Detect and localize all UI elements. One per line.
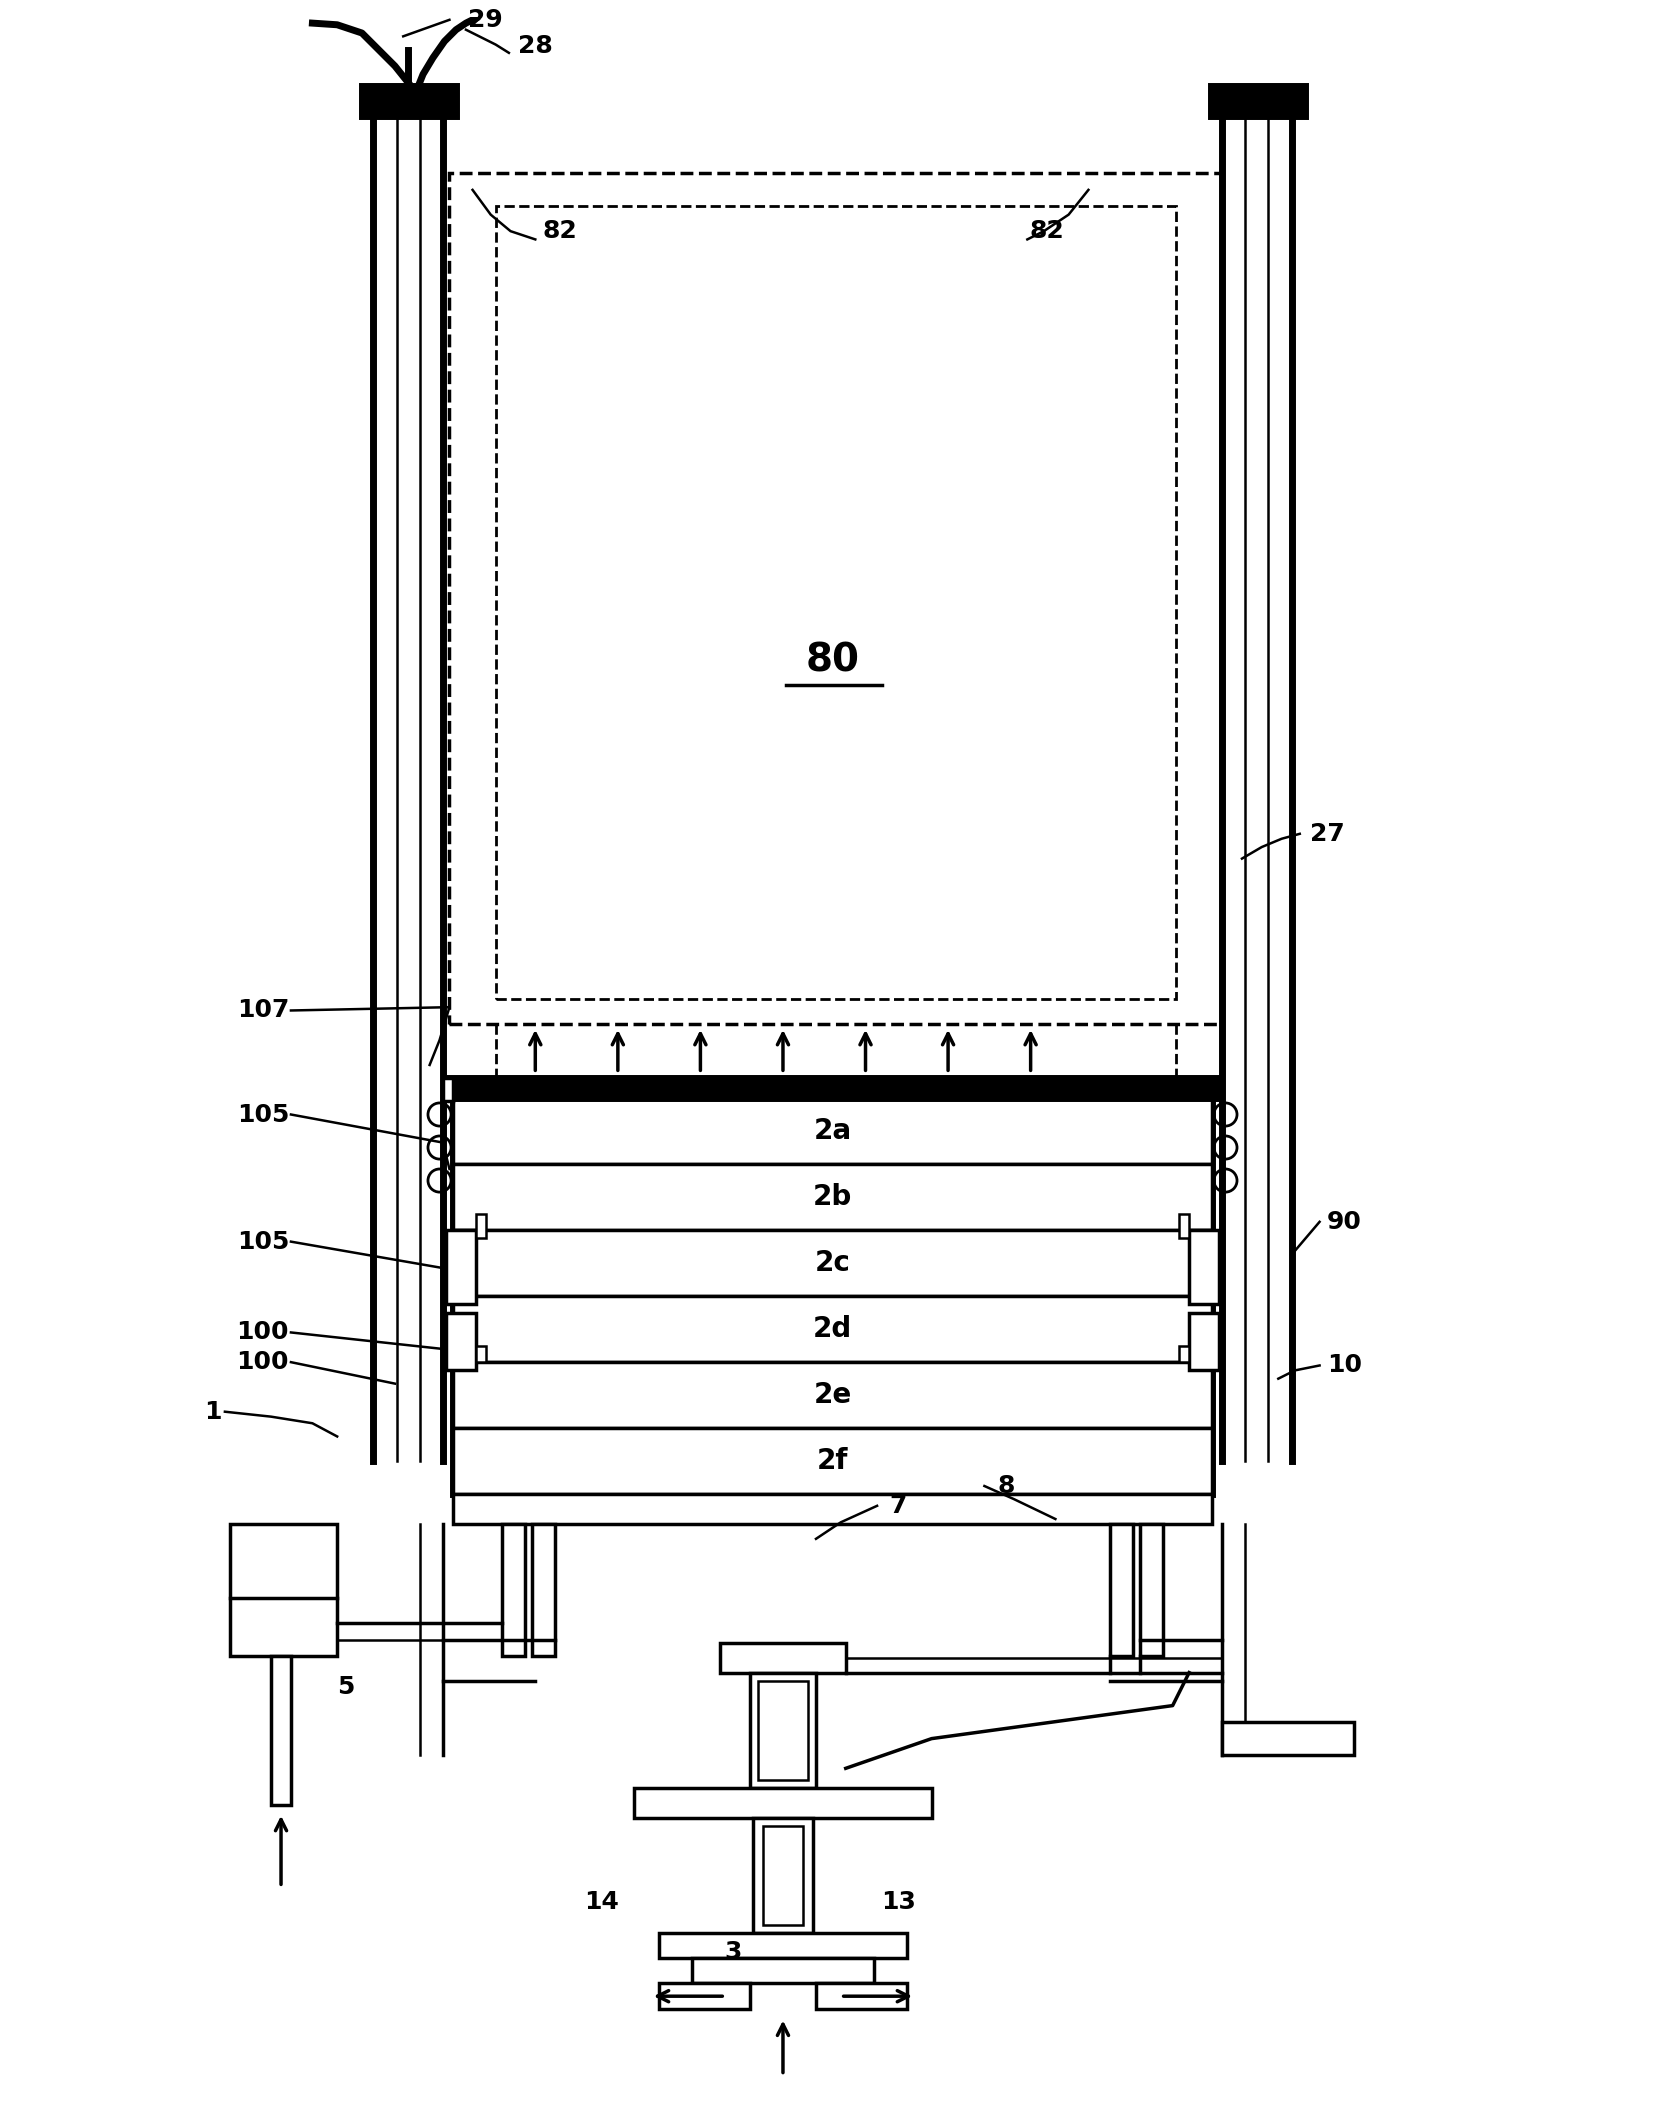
Text: 107: 107 — [236, 999, 290, 1023]
Bar — [453, 1098, 1211, 1494]
Text: 7: 7 — [889, 1494, 907, 1517]
Bar — [361, 86, 456, 116]
Bar — [230, 1523, 338, 1656]
Bar — [532, 1523, 554, 1656]
Bar — [1210, 86, 1305, 116]
Text: 2f: 2f — [817, 1448, 847, 1475]
Bar — [1188, 1231, 1218, 1304]
Bar — [453, 1494, 1211, 1523]
Bar — [446, 1231, 476, 1304]
Bar — [1178, 1347, 1188, 1361]
Text: 82: 82 — [1028, 219, 1063, 244]
Bar — [444, 1077, 1220, 1098]
Bar — [692, 1959, 874, 1982]
Bar — [634, 1788, 930, 1818]
Bar — [1188, 1313, 1218, 1370]
Bar — [453, 1098, 1211, 1164]
Bar — [453, 1361, 1211, 1429]
Text: 2a: 2a — [814, 1117, 850, 1145]
Bar — [503, 1523, 526, 1656]
Text: 105: 105 — [236, 1102, 290, 1126]
Bar — [659, 1934, 907, 1959]
Text: 28: 28 — [518, 34, 552, 59]
Bar — [815, 1982, 907, 2009]
Bar — [446, 1313, 476, 1370]
Bar — [453, 1231, 1211, 1296]
Text: 105: 105 — [236, 1229, 290, 1254]
Bar — [476, 1347, 486, 1361]
Bar — [659, 1982, 749, 2009]
Bar — [1178, 1214, 1188, 1239]
Text: 100: 100 — [236, 1351, 290, 1374]
Text: 100: 100 — [236, 1321, 290, 1344]
Text: 82: 82 — [542, 219, 577, 244]
Bar — [1221, 1721, 1353, 1755]
Text: 1: 1 — [205, 1399, 221, 1424]
Text: 10: 10 — [1326, 1353, 1361, 1378]
Text: 3: 3 — [724, 1940, 742, 1963]
Bar — [757, 1681, 807, 1780]
Bar — [1138, 1523, 1161, 1656]
Text: 29: 29 — [468, 8, 503, 32]
Bar — [271, 1656, 291, 1805]
Text: 2d: 2d — [812, 1315, 852, 1342]
Bar — [453, 1164, 1211, 1231]
Text: 2e: 2e — [814, 1380, 850, 1410]
Bar — [749, 1673, 815, 1788]
Text: 2c: 2c — [814, 1250, 850, 1277]
Text: 2b: 2b — [812, 1182, 852, 1212]
Bar — [453, 1296, 1211, 1361]
Bar — [496, 206, 1175, 999]
Bar — [453, 1429, 1211, 1494]
Text: 14: 14 — [584, 1889, 619, 1915]
Bar — [721, 1643, 845, 1673]
Bar — [449, 173, 1221, 1025]
Text: 8: 8 — [997, 1475, 1013, 1498]
Bar — [476, 1214, 486, 1239]
Bar — [443, 1077, 453, 1100]
Text: 27: 27 — [1310, 823, 1345, 846]
Text: 90: 90 — [1326, 1210, 1361, 1233]
Text: 13: 13 — [880, 1889, 915, 1915]
Bar — [762, 1826, 802, 1925]
Text: 80: 80 — [805, 642, 859, 680]
Text: 5: 5 — [336, 1675, 354, 1700]
Bar — [752, 1818, 812, 1934]
Bar — [1110, 1523, 1132, 1656]
